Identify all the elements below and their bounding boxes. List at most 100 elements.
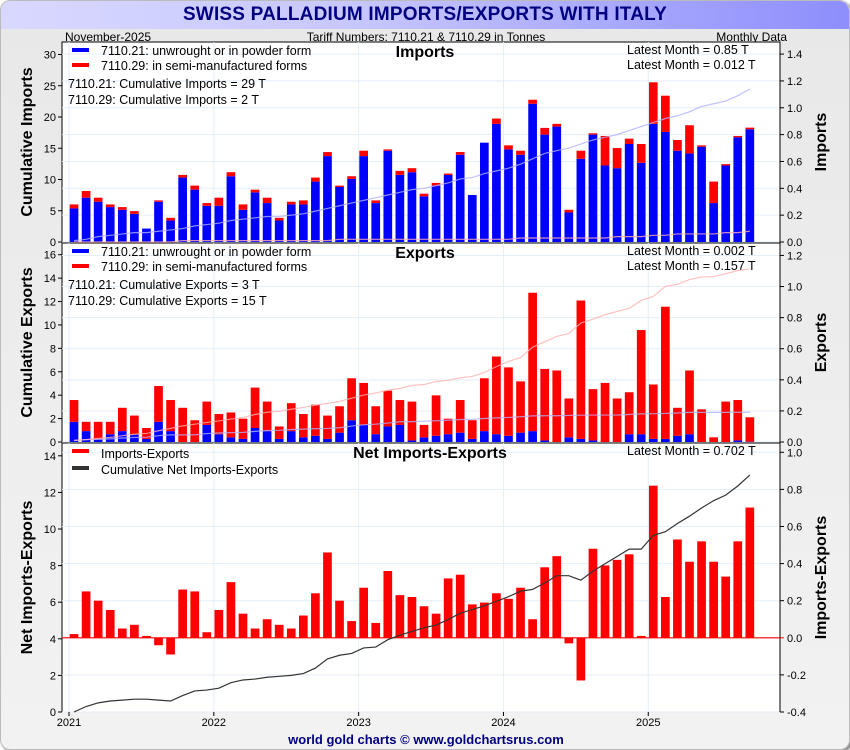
legend-label-cumulative-net: Cumulative Net Imports-Exports <box>101 463 278 477</box>
net-bar <box>709 561 718 638</box>
bar-7110-21 <box>130 213 139 242</box>
bar-7110-21 <box>323 438 332 442</box>
bar-7110-29 <box>407 168 417 173</box>
left-tick-label: 6 <box>50 597 56 609</box>
bar-7110-21 <box>130 434 139 442</box>
bar-7110-29 <box>69 204 79 209</box>
bar-7110-29 <box>154 200 163 202</box>
cumulative-annotation: 7110.21: Cumulative Imports = 29 T <box>68 77 266 91</box>
bar-7110-29 <box>516 381 525 433</box>
bar-7110-29 <box>395 400 405 425</box>
net-bar <box>612 559 622 638</box>
bar-7110-29 <box>528 292 537 432</box>
cumulative-7110-21-line <box>73 88 751 242</box>
bar-7110-29 <box>697 145 706 147</box>
x-tick-label: 2022 <box>202 717 226 729</box>
bar-7110-29 <box>190 185 200 190</box>
bar-7110-21 <box>648 123 658 242</box>
bar-7110-21 <box>407 440 417 442</box>
cumulative-annotation: 7110.29: Cumulative Exports = 15 T <box>68 294 267 308</box>
net-bar <box>93 600 103 638</box>
bar-7110-21 <box>685 153 694 242</box>
net-bar <box>588 548 598 638</box>
bar-7110-29 <box>262 401 272 432</box>
bar-7110-21 <box>395 424 405 442</box>
right-tick-label: 0.4 <box>787 375 802 387</box>
bar-7110-21 <box>431 185 441 242</box>
net-bar <box>479 602 489 638</box>
cumulative-net-line <box>73 474 751 713</box>
bar-7110-29 <box>600 135 610 166</box>
left-tick-label: 2 <box>50 670 56 682</box>
bar-7110-29 <box>311 177 320 182</box>
bar-7110-29 <box>648 82 658 124</box>
bar-7110-21 <box>142 228 151 242</box>
net-bar <box>636 635 646 638</box>
net-bar <box>431 613 441 638</box>
bar-7110-21 <box>588 134 598 242</box>
bar-7110-21 <box>395 174 405 242</box>
x-tick-label: 2025 <box>636 717 660 729</box>
bar-7110-29 <box>93 421 103 439</box>
report-date: November-2025 <box>65 30 152 44</box>
bar-7110-29 <box>238 418 248 439</box>
left-tick-label: 30 <box>44 50 56 62</box>
bar-7110-21 <box>250 428 260 442</box>
bar-7110-21 <box>117 209 127 242</box>
left-tick-label: 0 <box>50 237 56 249</box>
bar-7110-29 <box>612 148 622 169</box>
net-bar <box>130 624 139 638</box>
bar-7110-21 <box>492 123 501 242</box>
left-tick-label: 4 <box>50 390 56 402</box>
legend-label-7110-29: 7110.29: in semi-manufactured forms <box>101 260 307 274</box>
bar-7110-21 <box>709 203 718 242</box>
bar-7110-21 <box>516 154 525 242</box>
right-tick-label: -0.2 <box>787 670 806 682</box>
bar-7110-29 <box>455 400 465 433</box>
bar-7110-29 <box>467 420 477 439</box>
bar-7110-21 <box>154 201 163 242</box>
net-bar <box>528 619 537 638</box>
bar-7110-29 <box>105 204 115 208</box>
bar-7110-21 <box>371 203 381 242</box>
footer-credit: world gold charts © www.goldchartsrus.co… <box>288 732 564 747</box>
left-tick-label: 8 <box>50 561 56 573</box>
bar-7110-21 <box>588 440 598 442</box>
net-bar <box>624 554 634 638</box>
bar-7110-29 <box>130 211 139 214</box>
cumulative-7110-21-line <box>73 411 750 442</box>
net-bar <box>648 485 658 638</box>
net-bar <box>745 507 755 638</box>
net-bar <box>359 587 369 638</box>
bar-7110-21 <box>262 431 272 442</box>
bar-7110-21 <box>311 181 320 242</box>
bar-7110-21 <box>443 434 453 442</box>
bar-7110-29 <box>661 306 670 439</box>
bar-7110-29 <box>443 173 453 175</box>
right-tick-label: 0.8 <box>787 313 802 325</box>
bar-7110-29 <box>612 398 622 442</box>
right-tick-label: 0.2 <box>787 596 802 608</box>
net-bar <box>443 578 453 638</box>
title-bar <box>1 1 849 29</box>
bar-7110-29 <box>733 135 743 138</box>
bar-7110-29 <box>298 414 308 438</box>
bar-7110-21 <box>576 438 586 442</box>
bar-7110-29 <box>190 420 200 442</box>
bar-7110-21 <box>81 431 91 442</box>
bar-7110-29 <box>117 407 127 432</box>
bar-7110-29 <box>274 217 284 221</box>
net-bar <box>564 637 574 644</box>
bar-7110-21 <box>81 197 91 242</box>
latest-month-label: Latest Month = 0.012 T <box>627 58 756 72</box>
latest-month-label: Latest Month = 0.85 T <box>627 43 749 57</box>
bar-7110-21 <box>262 203 272 242</box>
bar-7110-21 <box>383 150 393 242</box>
bar-7110-29 <box>347 176 356 179</box>
right-tick-label: 1.0 <box>787 447 802 459</box>
net-bar <box>311 593 320 638</box>
bar-7110-21 <box>564 212 574 242</box>
bar-7110-29 <box>443 418 453 435</box>
bar-7110-21 <box>323 156 332 242</box>
left-tick-label: 14 <box>44 451 56 463</box>
